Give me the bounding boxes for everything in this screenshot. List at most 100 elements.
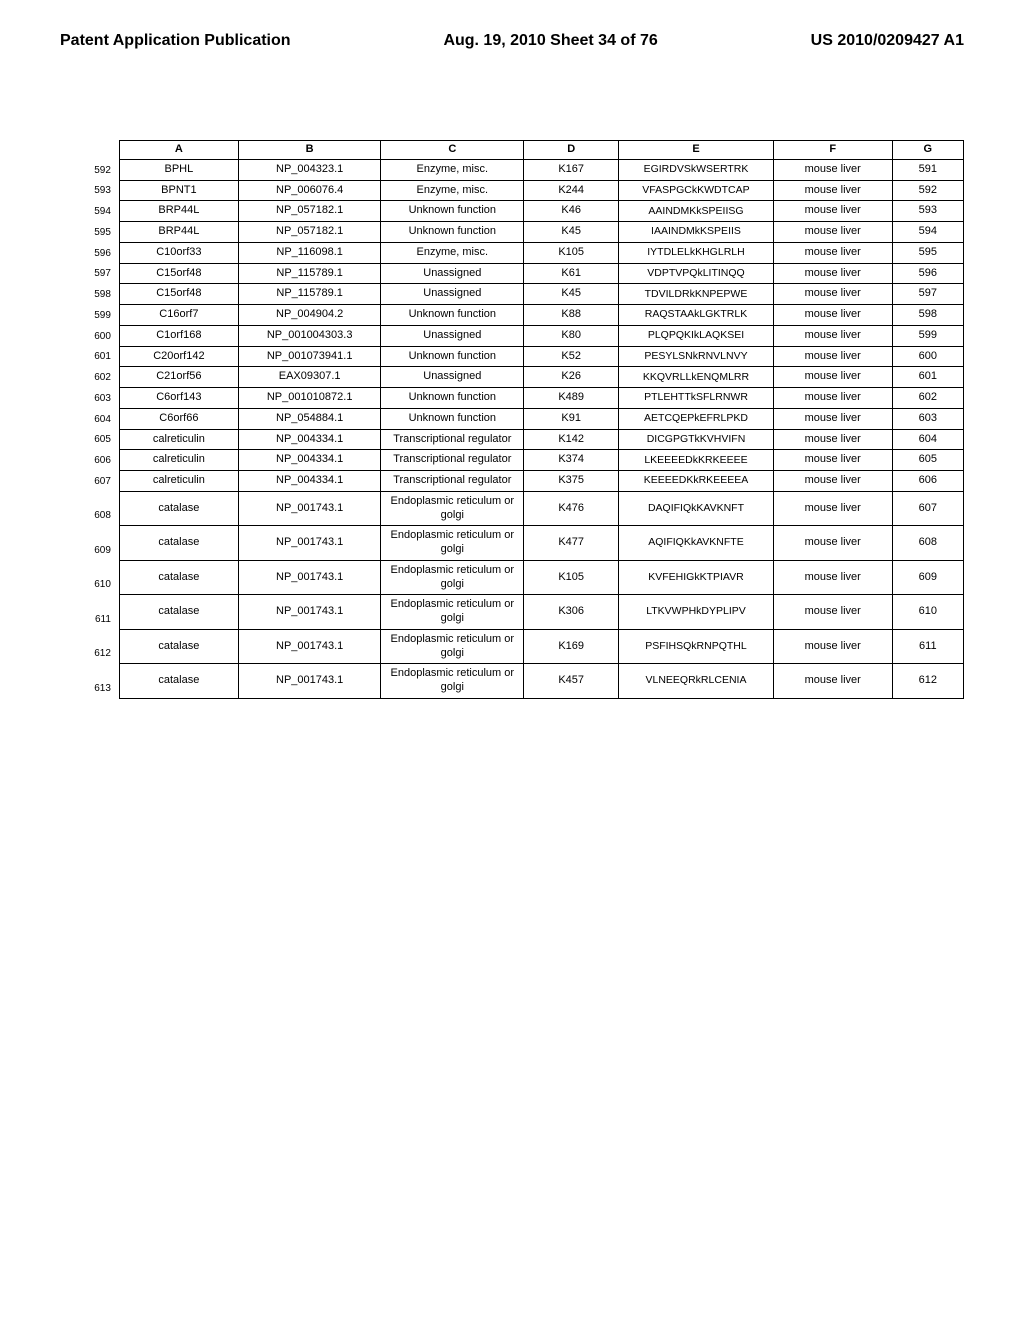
- cell-a: C16orf7: [119, 305, 238, 326]
- cell-g: 605: [892, 450, 963, 471]
- cell-b: NP_001743.1: [238, 526, 381, 561]
- row-number: 599: [60, 305, 119, 326]
- cell-e: VDPTVPQkLITINQQ: [619, 263, 774, 284]
- table-row: 607calreticulinNP_004334.1Transcriptiona…: [60, 471, 964, 492]
- col-header-g: G: [892, 141, 963, 160]
- row-number: 613: [60, 664, 119, 699]
- row-number: 594: [60, 201, 119, 222]
- cell-b: NP_006076.4: [238, 180, 381, 201]
- cell-b: NP_004334.1: [238, 471, 381, 492]
- cell-f: mouse liver: [773, 201, 892, 222]
- cell-f: mouse liver: [773, 367, 892, 388]
- cell-d: K375: [524, 471, 619, 492]
- cell-d: K80: [524, 325, 619, 346]
- table-row: 601C20orf142NP_001073941.1Unknown functi…: [60, 346, 964, 367]
- cell-b: NP_004323.1: [238, 159, 381, 180]
- cell-c: Unknown function: [381, 201, 524, 222]
- cell-a: C15orf48: [119, 284, 238, 305]
- cell-g: 597: [892, 284, 963, 305]
- table-row: 593BPNT1NP_006076.4Enzyme, misc.K244VFAS…: [60, 180, 964, 201]
- cell-d: K91: [524, 408, 619, 429]
- cell-g: 594: [892, 222, 963, 243]
- col-header-d: D: [524, 141, 619, 160]
- cell-c: Endoplasmic reticulum or golgi: [381, 526, 524, 561]
- cell-f: mouse liver: [773, 471, 892, 492]
- table-row: 599C16orf7NP_004904.2Unknown functionK88…: [60, 305, 964, 326]
- cell-b: NP_001743.1: [238, 560, 381, 595]
- cell-c: Endoplasmic reticulum or golgi: [381, 595, 524, 630]
- cell-a: calreticulin: [119, 471, 238, 492]
- cell-e: DICGPGTkKVHVIFN: [619, 429, 774, 450]
- cell-g: 600: [892, 346, 963, 367]
- cell-f: mouse liver: [773, 491, 892, 526]
- row-number: 592: [60, 159, 119, 180]
- cell-b: NP_001004303.3: [238, 325, 381, 346]
- table-row: 613catalaseNP_001743.1Endoplasmic reticu…: [60, 664, 964, 699]
- cell-a: calreticulin: [119, 450, 238, 471]
- table-row: 592BPHLNP_004323.1Enzyme, misc.K167EGIRD…: [60, 159, 964, 180]
- cell-f: mouse liver: [773, 242, 892, 263]
- cell-b: NP_001743.1: [238, 491, 381, 526]
- cell-d: K45: [524, 284, 619, 305]
- cell-g: 603: [892, 408, 963, 429]
- cell-d: K46: [524, 201, 619, 222]
- cell-f: mouse liver: [773, 450, 892, 471]
- cell-e: IAAINDMkKSPEIIS: [619, 222, 774, 243]
- row-number: 608: [60, 491, 119, 526]
- cell-c: Unknown function: [381, 305, 524, 326]
- header-right: US 2010/0209427 A1: [811, 32, 964, 50]
- cell-c: Transcriptional regulator: [381, 429, 524, 450]
- cell-e: KVFEHIGkKTPIAVR: [619, 560, 774, 595]
- cell-a: catalase: [119, 526, 238, 561]
- cell-d: K61: [524, 263, 619, 284]
- cell-e: KEEEEDKkRKEEEEA: [619, 471, 774, 492]
- cell-b: EAX09307.1: [238, 367, 381, 388]
- cell-b: NP_001743.1: [238, 629, 381, 664]
- cell-d: K457: [524, 664, 619, 699]
- cell-f: mouse liver: [773, 325, 892, 346]
- cell-c: Enzyme, misc.: [381, 159, 524, 180]
- cell-c: Transcriptional regulator: [381, 471, 524, 492]
- cell-f: mouse liver: [773, 408, 892, 429]
- cell-g: 592: [892, 180, 963, 201]
- cell-f: mouse liver: [773, 429, 892, 450]
- row-number: 610: [60, 560, 119, 595]
- cell-b: NP_001073941.1: [238, 346, 381, 367]
- cell-e: PTLEHTTkSFLRNWR: [619, 388, 774, 409]
- cell-b: NP_115789.1: [238, 263, 381, 284]
- cell-b: NP_054884.1: [238, 408, 381, 429]
- cell-g: 591: [892, 159, 963, 180]
- cell-c: Unknown function: [381, 408, 524, 429]
- data-table: A B C D E F G 592BPHLNP_004323.1Enzyme, …: [60, 140, 964, 699]
- cell-a: C20orf142: [119, 346, 238, 367]
- cell-f: mouse liver: [773, 595, 892, 630]
- cell-c: Unknown function: [381, 346, 524, 367]
- cell-d: K88: [524, 305, 619, 326]
- cell-e: AAINDMKkSPEIISG: [619, 201, 774, 222]
- table-container: A B C D E F G 592BPHLNP_004323.1Enzyme, …: [0, 60, 1024, 719]
- cell-g: 598: [892, 305, 963, 326]
- cell-e: VLNEEQRkRLCENIA: [619, 664, 774, 699]
- cell-g: 596: [892, 263, 963, 284]
- cell-f: mouse liver: [773, 263, 892, 284]
- cell-f: mouse liver: [773, 664, 892, 699]
- cell-e: PSFIHSQkRNPQTHL: [619, 629, 774, 664]
- cell-e: AQIFIQKkAVKNFTE: [619, 526, 774, 561]
- cell-a: BRP44L: [119, 222, 238, 243]
- cell-b: NP_001010872.1: [238, 388, 381, 409]
- table-row: 609catalaseNP_001743.1Endoplasmic reticu…: [60, 526, 964, 561]
- cell-e: KKQVRLLkENQMLRR: [619, 367, 774, 388]
- cell-g: 612: [892, 664, 963, 699]
- cell-b: NP_004904.2: [238, 305, 381, 326]
- cell-e: EGIRDVSkWSERTRK: [619, 159, 774, 180]
- table-row: 602C21orf56EAX09307.1UnassignedK26KKQVRL…: [60, 367, 964, 388]
- cell-g: 607: [892, 491, 963, 526]
- cell-b: NP_057182.1: [238, 222, 381, 243]
- cell-c: Unknown function: [381, 388, 524, 409]
- cell-a: catalase: [119, 595, 238, 630]
- col-header-a: A: [119, 141, 238, 160]
- cell-a: calreticulin: [119, 429, 238, 450]
- table-row: 603C6orf143NP_001010872.1Unknown functio…: [60, 388, 964, 409]
- cell-e: PESYLSNkRNVLNVY: [619, 346, 774, 367]
- row-number: 604: [60, 408, 119, 429]
